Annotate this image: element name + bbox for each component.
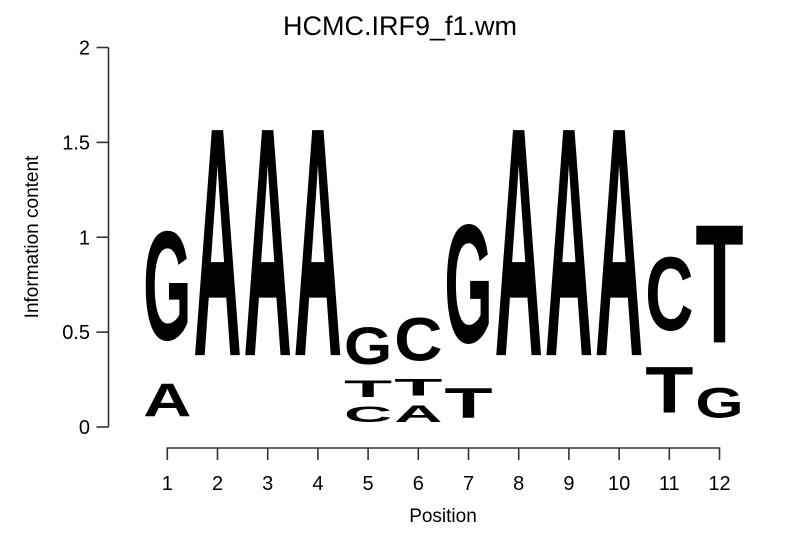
y-tick-label: 1 bbox=[79, 227, 90, 249]
logo-letter-A-pos4: A bbox=[294, 60, 342, 426]
y-tick-label: 1.5 bbox=[62, 132, 90, 154]
logo-letter-T-pos7: T bbox=[444, 380, 492, 427]
logo-letter-C-pos5: C bbox=[344, 402, 392, 427]
y-tick-label: 2 bbox=[79, 38, 90, 60]
x-tick-label: 6 bbox=[413, 473, 424, 495]
y-tick-label: 0 bbox=[79, 417, 90, 439]
logo-letter-T-pos12: T bbox=[695, 190, 743, 380]
y-axis-label: Information content bbox=[22, 155, 43, 318]
logo-letter-G-pos1: G bbox=[143, 200, 191, 373]
logo-letter-A-pos9: A bbox=[545, 60, 593, 426]
x-tick-label: 4 bbox=[312, 473, 323, 495]
x-tick-label: 3 bbox=[262, 473, 273, 495]
x-tick-label: 2 bbox=[212, 473, 223, 495]
x-tick-label: 7 bbox=[463, 473, 474, 495]
x-tick-label: 11 bbox=[659, 473, 680, 495]
logo-letter-A-pos3: A bbox=[244, 60, 292, 426]
logo-letter-G-pos12: G bbox=[695, 380, 743, 427]
logo-letter-A-pos6: A bbox=[394, 400, 442, 427]
x-tick-label: 1 bbox=[162, 473, 173, 495]
logo-letter-A-pos8: A bbox=[495, 60, 543, 426]
logo-letter-G-pos7: G bbox=[444, 191, 492, 380]
logo-letter-C-pos11: C bbox=[645, 234, 693, 352]
x-tick-label: 5 bbox=[363, 473, 374, 495]
logo-letter-T-pos11: T bbox=[645, 353, 693, 427]
logo-letter-A-pos10: A bbox=[595, 60, 643, 426]
chart-title: HCMC.IRF9_f1.wm bbox=[283, 11, 517, 41]
y-tick-label: 0.5 bbox=[62, 322, 90, 344]
logo-letter-C-pos6: C bbox=[394, 305, 442, 374]
x-tick-label: 12 bbox=[708, 473, 730, 495]
axes: 00.511.521 2 3 4 5 6 7 8 9 10 11 12 bbox=[62, 38, 730, 496]
logo-letter-T-pos6: T bbox=[394, 374, 442, 400]
logo-letter-T-pos5: T bbox=[344, 376, 392, 402]
logo-letter-G-pos5: G bbox=[344, 318, 392, 377]
logo-letter-A-pos1: A bbox=[143, 375, 191, 427]
x-tick-label: 8 bbox=[513, 473, 524, 495]
logo-letter-A-pos2: A bbox=[193, 60, 241, 426]
x-axis-label: Position bbox=[409, 506, 477, 527]
x-tick-label: 9 bbox=[563, 473, 574, 495]
x-tick-label: 10 bbox=[608, 473, 630, 495]
